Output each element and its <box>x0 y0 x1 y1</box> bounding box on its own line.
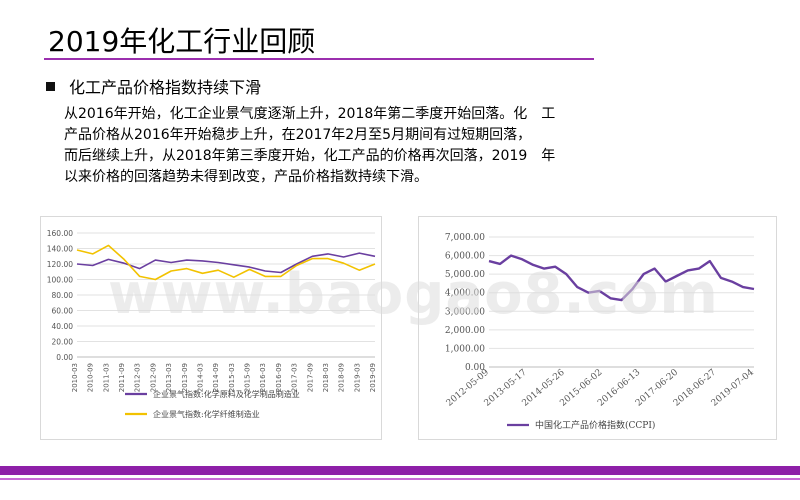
y-tick-label: 5,000.00 <box>445 270 485 280</box>
x-tick-label: 2017-09 <box>306 363 314 392</box>
x-tick-label: 2013-09 <box>181 363 189 392</box>
x-tick-label: 2014-03 <box>196 363 204 392</box>
y-tick-label: 4,000.00 <box>445 289 485 299</box>
body-paragraph: 从2016年开始，化工企业景气度逐渐上升，2018年第二季度开始回落。化 工 产… <box>64 104 664 188</box>
series-line-1 <box>488 254 755 302</box>
x-tick-label: 2018-03 <box>322 363 330 392</box>
x-tick-label: 2019-03 <box>353 363 361 392</box>
x-tick-label: 2015-03 <box>228 363 236 392</box>
footer-band-thin <box>0 478 800 480</box>
title-divider <box>44 58 594 60</box>
y-tick-label: 160.00 <box>47 229 73 238</box>
body-line: 而后继续上升，从2018年第三季度开始，化工产品的价格再次回落，2019 年 <box>64 148 556 164</box>
x-tick-label: 2011-03 <box>102 363 110 392</box>
y-tick-label: 60.00 <box>52 307 74 316</box>
body-line: 以来价格的回落趋势未得到改变，产品价格指数持续下滑。 <box>64 169 428 185</box>
series-line-2 <box>76 244 376 281</box>
y-tick-label: 20.00 <box>52 338 74 347</box>
y-tick-label: 3,000.00 <box>445 307 485 317</box>
body-line: 从2016年开始，化工企业景气度逐渐上升，2018年第二季度开始回落。化 工 <box>64 106 556 122</box>
x-tick-label: 2013-03 <box>165 363 173 392</box>
chart-ccpi-svg: 0.00 1,000.00 2,000.00 3,000.00 4,000.00 5,00… <box>445 233 756 431</box>
legend-label-1: 中国化工产品价格指数(CCPI) <box>535 419 655 431</box>
y-tick-label: 6,000.00 <box>445 252 485 262</box>
chart-enterprise-climate-svg: 0.00 20.00 40.00 60.00 80.00 100.00 120.00 140.… <box>47 229 377 419</box>
series-line-1 <box>76 252 376 274</box>
y-tick-label: 100.00 <box>47 276 73 285</box>
x-tick-label: 2019-07-04 <box>710 367 756 408</box>
x-tick-label: 2012-03 <box>134 363 142 392</box>
legend-label-1: 企业景气指数:化学原料及化学制品制造业 <box>153 389 300 399</box>
y-tick-label: 80.00 <box>52 291 74 300</box>
subtitle-row: 化工产品价格指数持续下滑 <box>46 74 261 98</box>
body-line: 产品价格从2016年开始稳步上升，在2017年2月至5月期间有过短期回落， <box>64 127 532 143</box>
y-tick-label: 140.00 <box>47 245 73 254</box>
square-bullet-icon <box>46 81 55 91</box>
x-tick-label: 2017-03 <box>291 363 299 392</box>
y-tick-label: 120.00 <box>47 260 73 269</box>
y-tick-label: 7,000.00 <box>445 233 485 243</box>
x-tick-label: 2010-09 <box>87 363 95 392</box>
y-tick-label: 1,000.00 <box>445 344 485 354</box>
y-tick-label: 0.00 <box>465 363 485 373</box>
slide-title: 2019年化工行业回顾 <box>48 25 316 58</box>
x-tick-label: 2016-03 <box>259 363 267 392</box>
y-tick-label: 2,000.00 <box>445 326 485 336</box>
x-tick-label: 2015-09 <box>244 363 252 392</box>
y-tick-label: 40.00 <box>52 322 74 331</box>
section-subtitle: 化工产品价格指数持续下滑 <box>69 78 262 97</box>
legend-label-2: 企业景气指数:化学纤维制造业 <box>153 409 260 419</box>
y-tick-label: 0.00 <box>56 353 73 362</box>
x-tick-label: 2014-09 <box>212 363 220 392</box>
chart-ccpi: 0.00 1,000.00 2,000.00 3,000.00 4,000.00 5,00… <box>418 216 777 440</box>
x-tick-label: 2012-09 <box>149 363 157 392</box>
x-tick-label: 2010-03 <box>71 363 79 392</box>
x-tick-label: 2018-09 <box>338 363 346 392</box>
chart-enterprise-climate: 0.00 20.00 40.00 60.00 80.00 100.00 120.00 140.… <box>40 216 382 440</box>
x-tick-label: 2016-09 <box>275 363 283 392</box>
footer-band <box>0 466 800 475</box>
x-tick-label: 2019-09 <box>369 363 377 392</box>
x-tick-label: 2011-09 <box>118 363 126 392</box>
